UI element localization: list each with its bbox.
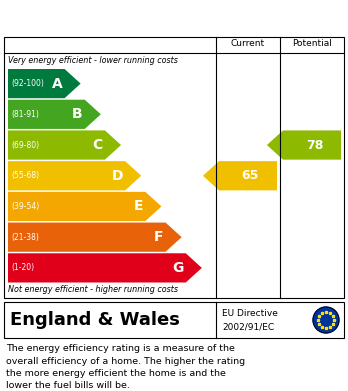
Text: 78: 78 xyxy=(306,138,323,152)
Text: E: E xyxy=(134,199,143,213)
Polygon shape xyxy=(8,69,81,98)
Text: D: D xyxy=(112,169,123,183)
Polygon shape xyxy=(8,192,161,221)
Text: Not energy efficient - higher running costs: Not energy efficient - higher running co… xyxy=(8,285,178,294)
Text: 65: 65 xyxy=(242,169,259,182)
Text: (39-54): (39-54) xyxy=(11,202,39,211)
Polygon shape xyxy=(8,100,101,129)
Polygon shape xyxy=(8,253,202,283)
Polygon shape xyxy=(203,161,277,190)
Text: Very energy efficient - lower running costs: Very energy efficient - lower running co… xyxy=(8,56,178,65)
Circle shape xyxy=(313,307,339,333)
Polygon shape xyxy=(8,161,141,190)
Text: (69-80): (69-80) xyxy=(11,140,39,149)
Polygon shape xyxy=(267,131,341,160)
Text: (55-68): (55-68) xyxy=(11,171,39,180)
Text: (92-100): (92-100) xyxy=(11,79,44,88)
Text: England & Wales: England & Wales xyxy=(10,311,180,329)
Text: Current: Current xyxy=(231,39,265,48)
Text: B: B xyxy=(72,107,83,121)
Text: (21-38): (21-38) xyxy=(11,233,39,242)
Text: (81-91): (81-91) xyxy=(11,110,39,119)
Text: Energy Efficiency Rating: Energy Efficiency Rating xyxy=(8,10,229,25)
Text: EU Directive: EU Directive xyxy=(222,310,278,319)
Text: C: C xyxy=(93,138,103,152)
Text: The energy efficiency rating is a measure of the
overall efficiency of a home. T: The energy efficiency rating is a measur… xyxy=(6,344,245,391)
Polygon shape xyxy=(8,222,182,252)
Polygon shape xyxy=(8,131,121,160)
Text: A: A xyxy=(52,77,63,91)
Text: F: F xyxy=(154,230,164,244)
Text: G: G xyxy=(172,261,184,275)
Text: (1-20): (1-20) xyxy=(11,264,34,273)
Text: Potential: Potential xyxy=(292,39,332,48)
Text: 2002/91/EC: 2002/91/EC xyxy=(222,323,274,332)
